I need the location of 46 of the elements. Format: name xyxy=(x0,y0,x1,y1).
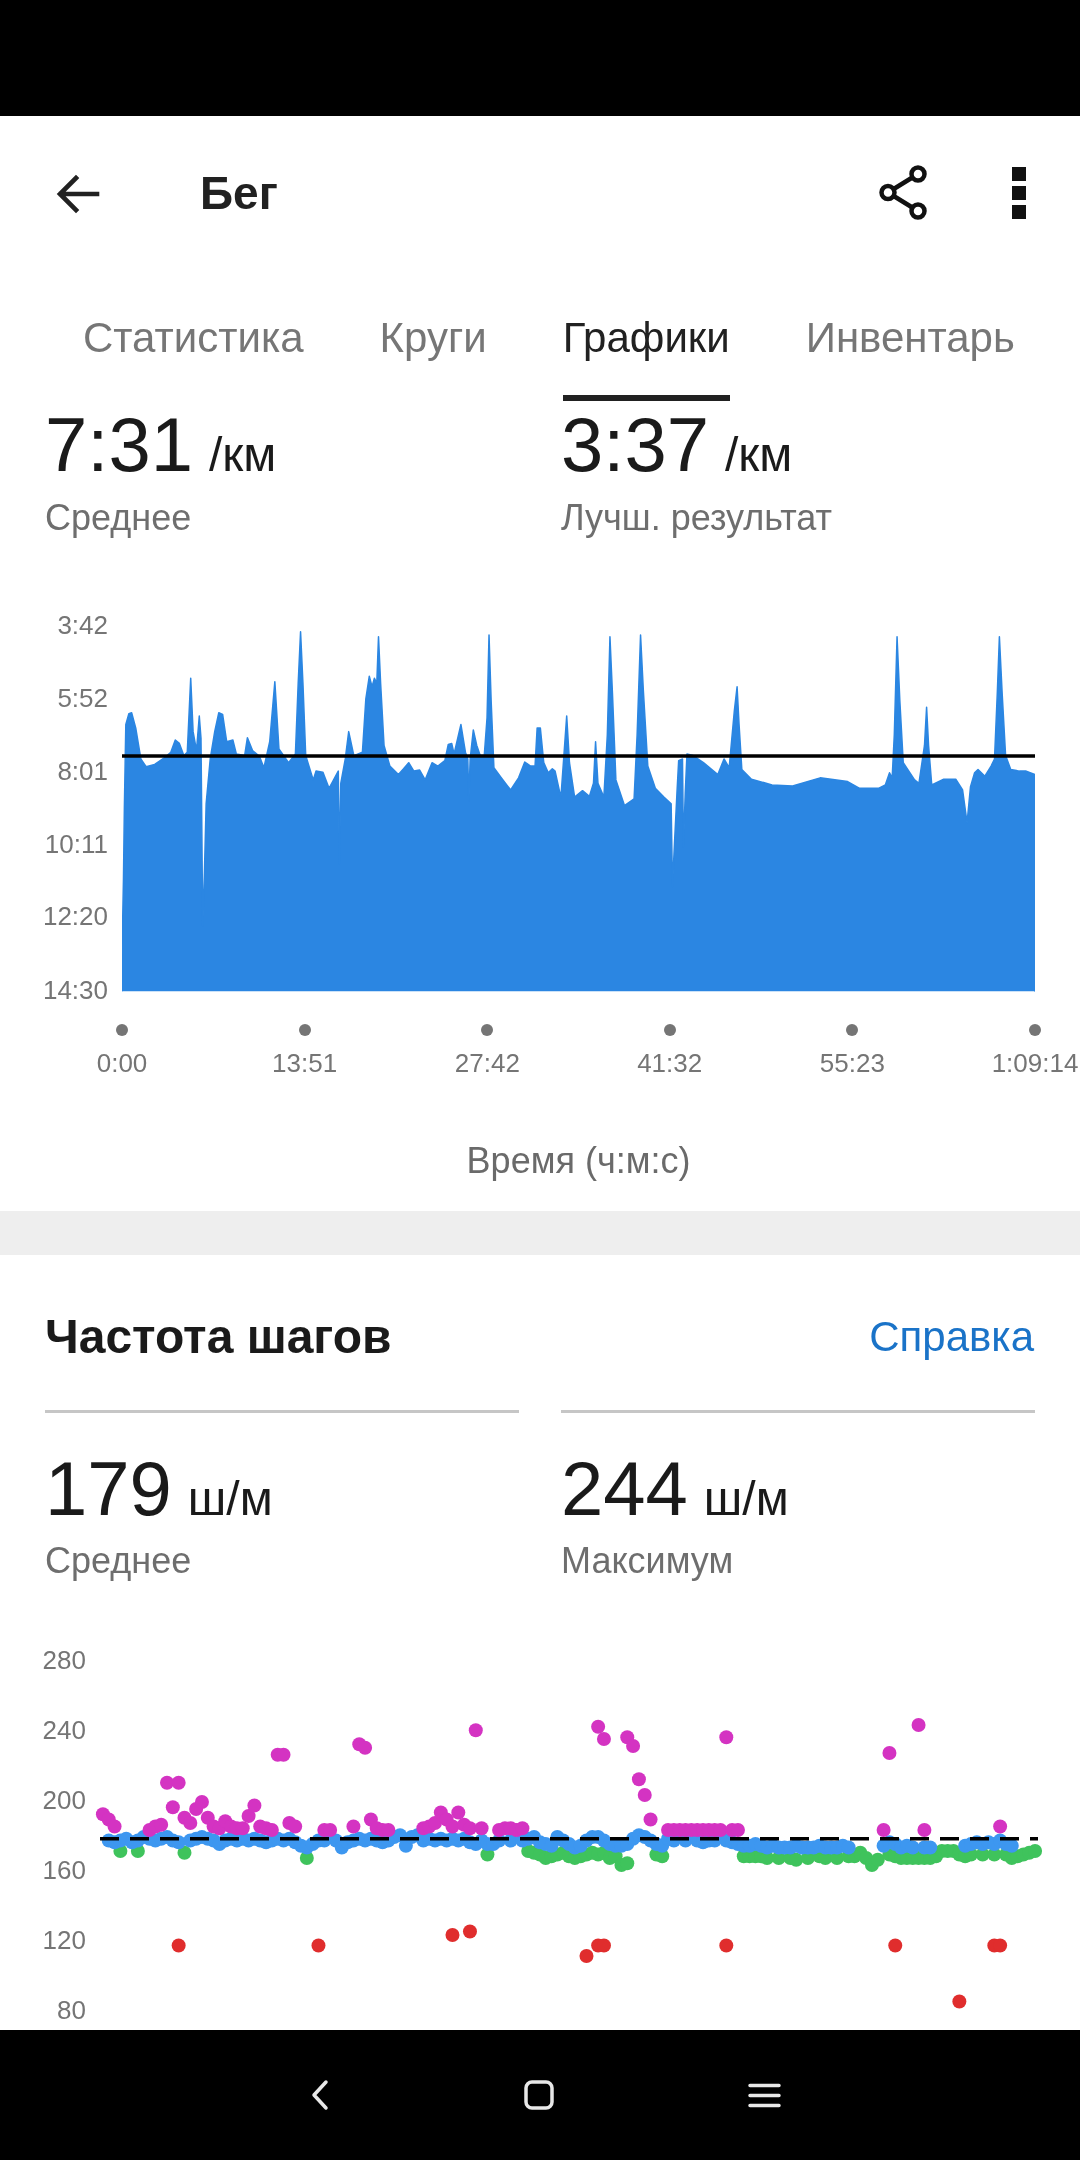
text: Бег xyxy=(200,167,278,219)
y-tick-label: 12:20 xyxy=(42,901,108,932)
text: ш/м xyxy=(187,1471,273,1525)
text: 7:31 xyxy=(45,402,193,488)
text: Максимум xyxy=(561,1540,734,1582)
y-tick-label: 14:30 xyxy=(42,974,108,1005)
point xyxy=(445,1928,460,1942)
x-tick-label: 55:23 xyxy=(819,1048,885,1079)
point xyxy=(579,1949,594,1963)
text: Круги xyxy=(379,314,487,361)
y-tick-label: 5:52 xyxy=(57,683,108,714)
text: Среднее xyxy=(45,1540,192,1582)
y-tick-label: 200 xyxy=(42,1785,86,1816)
y-tick-label: 280 xyxy=(42,1645,86,1676)
y-tick-label: 80 xyxy=(57,1995,86,2026)
text: Справка xyxy=(869,1313,1034,1360)
y-tick-label: 240 xyxy=(42,1715,86,1746)
point xyxy=(888,1938,903,1953)
y-tick-label: 8:01 xyxy=(57,755,108,786)
y-tick-label: 10:11 xyxy=(44,828,108,859)
text: Графики xyxy=(562,314,730,361)
text: ш/м xyxy=(703,1471,789,1525)
point xyxy=(171,1938,186,1953)
point xyxy=(462,1924,477,1939)
chart-title: Частота шагов xyxy=(45,1310,392,1363)
y-tick-label: 120 xyxy=(42,1925,86,1956)
x-tick-label: 13:51 xyxy=(272,1048,338,1079)
x-tick-label: 1:09:14 xyxy=(991,1048,1079,1079)
point xyxy=(952,1994,967,2009)
text: Среднее xyxy=(45,497,192,538)
x-axis-title: Время (ч:м:с) xyxy=(466,1140,691,1182)
x-tick-label: 0:00 xyxy=(96,1048,148,1079)
text: 179 xyxy=(45,1445,172,1531)
text: Статистика xyxy=(83,314,304,361)
point xyxy=(311,1938,326,1953)
text: 244 xyxy=(561,1445,688,1531)
text: Инвентарь xyxy=(805,314,1015,361)
text: 3:37 xyxy=(561,402,709,488)
text: /км xyxy=(208,428,277,482)
x-tick-label: 41:32 xyxy=(637,1048,703,1079)
point xyxy=(719,1938,734,1953)
text: Лучш. результат xyxy=(561,497,832,538)
text: /км xyxy=(724,428,793,482)
y-tick-label: 160 xyxy=(42,1855,86,1886)
y-tick-label: 3:42 xyxy=(57,610,108,641)
x-tick-label: 27:42 xyxy=(454,1048,520,1079)
